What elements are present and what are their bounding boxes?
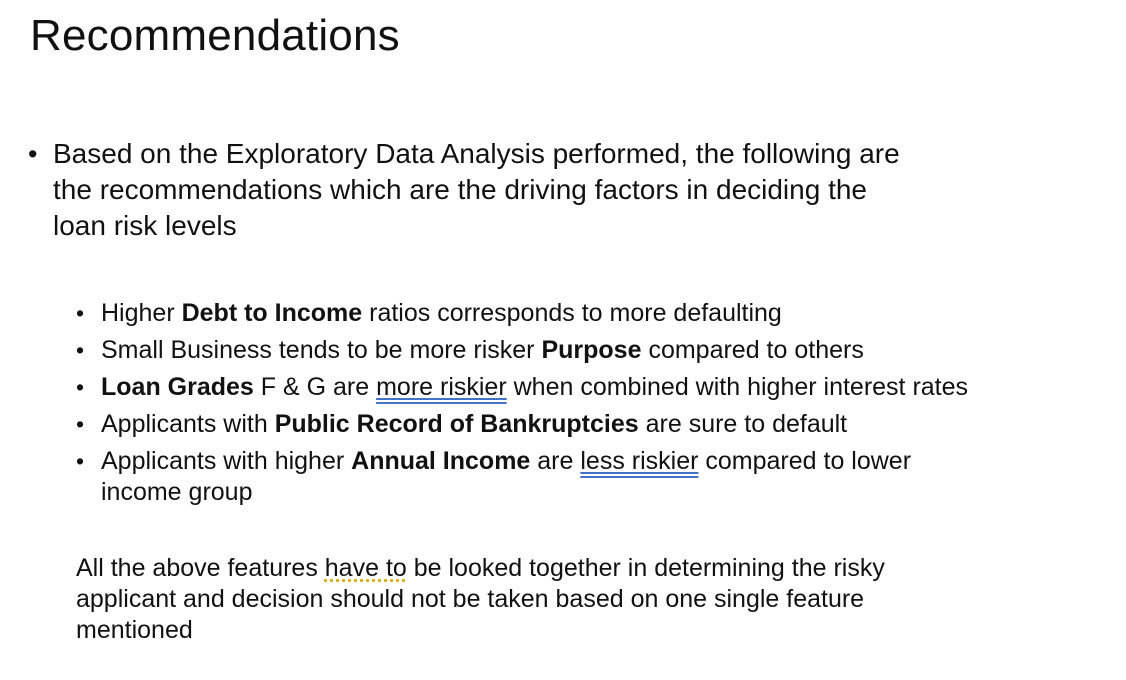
text-span: when combined with higher interest rates [506,373,969,401]
text-span: Applicants with [101,410,275,438]
text-span: are sure to default [638,410,848,438]
list-item-text: Applicants with higher Annual Income are… [101,446,911,508]
list-item-text: Applicants with Public Record of Bankrup… [101,409,847,440]
bold-term: Purpose [541,336,642,364]
text-span: are [530,447,581,475]
text-span: All the above features [76,554,325,582]
recommendation-list: • Higher Debt to Income ratios correspon… [76,298,1121,514]
list-item: • Applicants with higher Annual Income a… [76,446,1121,508]
text-span: Applicants with higher [101,447,352,475]
text-span: Small Business tends to be more risker [101,336,542,364]
list-item-text: Loan Grades F & G are more riskier when … [101,372,968,403]
list-item-text: Higher Debt to Income ratios corresponds… [101,298,782,329]
bullet-icon: • [76,411,85,437]
list-item: • Higher Debt to Income ratios correspon… [76,298,1121,329]
main-bullet-text: Based on the Exploratory Data Analysis p… [53,138,900,241]
list-item: • Applicants with Public Record of Bankr… [76,409,1121,440]
bullet-icon: • [28,139,38,169]
bullet-icon: • [76,337,85,363]
list-item: • Small Business tends to be more risker… [76,335,1121,366]
underlined-text: have to [324,554,407,582]
bullet-icon: • [76,448,85,474]
list-item-text: Small Business tends to be more risker P… [101,335,864,366]
text-span: compared to others [641,336,864,364]
text-span: F & G are [253,373,377,401]
bold-term: Loan Grades [101,373,254,401]
bold-term: Annual Income [351,447,531,475]
bullet-icon: • [76,300,85,326]
bold-term: Public Record of Bankruptcies [274,410,639,438]
text-span: compared to lower income group [101,447,912,506]
bold-term: Debt to Income [181,299,363,327]
underlined-text: more riskier [376,373,507,401]
main-bullet: • Based on the Exploratory Data Analysis… [28,136,1108,244]
list-item: • Loan Grades F & G are more riskier whe… [76,372,1121,403]
bullet-icon: • [76,374,85,400]
slide-title: Recommendations [30,11,400,60]
underlined-text: less riskier [580,447,699,475]
conclusion-paragraph: All the above features have to be looked… [76,553,1076,646]
text-span: be looked together in determining the ri… [76,554,885,644]
text-span: ratios corresponds to more defaulting [362,299,782,327]
text-span: Higher [101,299,182,327]
